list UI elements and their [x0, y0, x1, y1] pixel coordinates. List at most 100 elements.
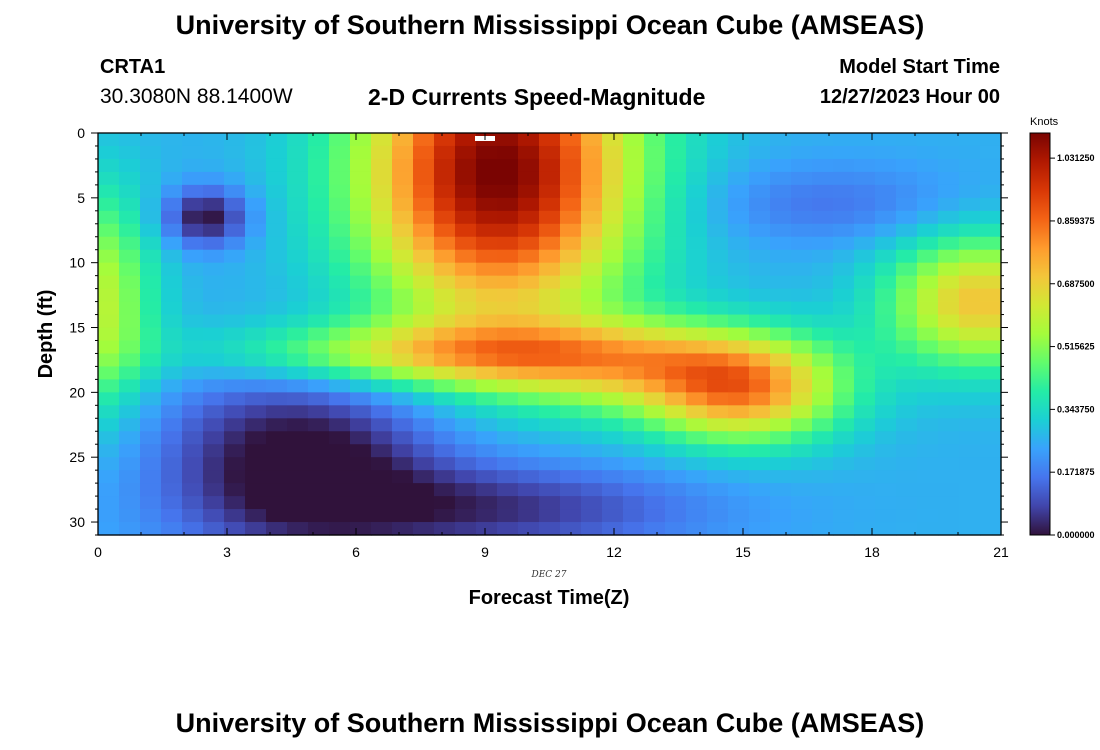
heatmap-cell	[329, 392, 351, 406]
heatmap-cell	[245, 457, 267, 471]
heatmap-cell	[728, 223, 750, 238]
heatmap-cell	[896, 366, 918, 380]
colorbar-tick-label: 0.859375	[1057, 216, 1095, 226]
heatmap-cell	[728, 210, 750, 225]
heatmap-cell	[980, 249, 1002, 264]
heatmap-cell	[266, 522, 288, 536]
heatmap-cell	[875, 133, 897, 147]
heatmap-cell	[140, 327, 162, 342]
heatmap-cell	[581, 301, 603, 316]
heatmap-cell	[98, 301, 120, 316]
heatmap-cell	[224, 444, 246, 458]
heatmap-cell	[434, 366, 456, 380]
heatmap-cell	[98, 210, 120, 225]
heatmap-cell	[812, 340, 834, 355]
heatmap-cell	[203, 418, 225, 432]
heatmap-cell	[833, 470, 855, 484]
heatmap-cell	[413, 496, 435, 510]
heatmap-cell	[224, 301, 246, 316]
heatmap-cell	[560, 340, 582, 355]
heatmap-cell	[749, 392, 771, 406]
heatmap-cell	[518, 522, 540, 536]
heatmap-cell	[791, 158, 813, 173]
heatmap-cell	[959, 366, 981, 380]
heatmap-cell	[392, 236, 414, 251]
heatmap-cell	[959, 133, 981, 147]
heatmap-cell	[266, 457, 288, 471]
heatmap-cell	[560, 327, 582, 342]
heatmap-cell	[182, 444, 204, 458]
heatmap-cell	[833, 379, 855, 393]
heatmap-cell	[98, 171, 120, 186]
heatmap-cell	[98, 133, 120, 147]
heatmap-cell	[98, 431, 120, 445]
heatmap-cell	[707, 444, 729, 458]
heatmap-cell	[938, 236, 960, 251]
heatmap-cell	[287, 379, 309, 393]
heatmap-cell	[98, 314, 120, 329]
heatmap-cell	[119, 522, 141, 536]
heatmap-cell	[749, 145, 771, 160]
heatmap-cell	[938, 158, 960, 173]
heatmap-cell	[812, 262, 834, 277]
heatmap-cell	[329, 418, 351, 432]
heatmap-cell	[371, 288, 393, 303]
heatmap-cell	[287, 184, 309, 199]
heatmap-cell	[455, 249, 477, 264]
heatmap-cell	[140, 184, 162, 199]
heatmap-cell	[959, 171, 981, 186]
heatmap-cell	[539, 418, 561, 432]
heatmap-cell	[602, 340, 624, 355]
heatmap-cell	[623, 158, 645, 173]
heatmap-cell	[770, 301, 792, 316]
heatmap-cell	[98, 223, 120, 238]
heatmap-cell	[392, 509, 414, 523]
heatmap-cell	[770, 210, 792, 225]
heatmap-cell	[392, 457, 414, 471]
heatmap-cell	[266, 509, 288, 523]
heatmap-cell	[938, 327, 960, 342]
heatmap-cell	[812, 483, 834, 497]
heatmap-cell	[812, 275, 834, 290]
heatmap-cell	[917, 509, 939, 523]
heatmap-cell	[980, 509, 1002, 523]
heatmap-cell	[875, 301, 897, 316]
heatmap-cell	[707, 470, 729, 484]
heatmap-cell	[245, 418, 267, 432]
heatmap-cell	[686, 496, 708, 510]
heatmap-cell	[539, 223, 561, 238]
heatmap-cell	[140, 418, 162, 432]
heatmap-cell	[980, 379, 1002, 393]
heatmap-cell	[287, 249, 309, 264]
heatmap-cell	[644, 184, 666, 199]
heatmap-cell	[623, 210, 645, 225]
heatmap-cell	[266, 314, 288, 329]
heatmap-cell	[182, 496, 204, 510]
heatmap-cell	[665, 249, 687, 264]
heatmap-cell	[203, 340, 225, 355]
heatmap-cell	[938, 366, 960, 380]
heatmap-cell	[392, 496, 414, 510]
heatmap-cell	[413, 197, 435, 212]
heatmap-cell	[434, 379, 456, 393]
heatmap-cell	[497, 197, 519, 212]
heatmap-cell	[119, 236, 141, 251]
heatmap-cell	[98, 392, 120, 406]
x-tick-label: 12	[606, 544, 622, 560]
heatmap-cell	[371, 366, 393, 380]
heatmap-cell	[917, 444, 939, 458]
heatmap-cell	[476, 288, 498, 303]
heatmap-cell	[665, 431, 687, 445]
heatmap-cell	[581, 418, 603, 432]
heatmap-cell	[518, 249, 540, 264]
heatmap-cell	[182, 470, 204, 484]
heatmap-cell	[980, 171, 1002, 186]
heatmap-cell	[476, 184, 498, 199]
heatmap-cell	[497, 405, 519, 419]
heatmap-cell	[917, 522, 939, 536]
heatmap-cell	[791, 133, 813, 147]
heatmap-cell	[896, 470, 918, 484]
heatmap-cell	[770, 405, 792, 419]
heatmap-cell	[707, 392, 729, 406]
heatmap-cell	[791, 314, 813, 329]
